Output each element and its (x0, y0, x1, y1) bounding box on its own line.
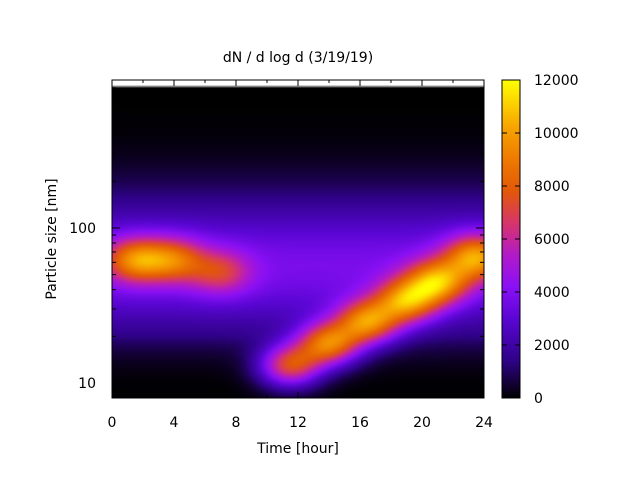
colorbar-ticks: 0 2000 4000 6000 8000 10000 12000 (502, 73, 579, 407)
colorbar-tick-label: 8000 (534, 179, 570, 195)
heatmap-image (112, 80, 484, 398)
y-tick-label: 10 (78, 376, 96, 392)
colorbar-tick-label: 2000 (534, 338, 570, 354)
colorbar-tick-label: 6000 (534, 232, 570, 248)
y-tick-label: 100 (69, 221, 96, 237)
x-tick-label: 24 (475, 415, 493, 431)
x-tick-label: 16 (351, 415, 369, 431)
x-tick-label: 4 (170, 415, 179, 431)
x-axis-label: Time [hour] (256, 441, 339, 457)
chart-title: dN / d log d (3/19/19) (223, 50, 373, 66)
y-axis-label: Particle size [nm] (44, 178, 60, 299)
colorbar-tick-label: 12000 (534, 73, 579, 89)
colorbar-tick-label: 4000 (534, 285, 570, 301)
heatmap (112, 80, 484, 398)
x-tick-label: 0 (108, 415, 117, 431)
x-tick-label: 12 (289, 415, 307, 431)
x-tick-label: 8 (232, 415, 241, 431)
x-tick-label: 20 (413, 415, 431, 431)
colorbar-tick-label: 0 (534, 391, 543, 407)
y-axis-ticks: 10 100 (69, 79, 484, 399)
x-axis-ticks: 0 4 8 12 16 20 24 (108, 80, 493, 431)
colorbar-tick-label: 10000 (534, 126, 579, 142)
